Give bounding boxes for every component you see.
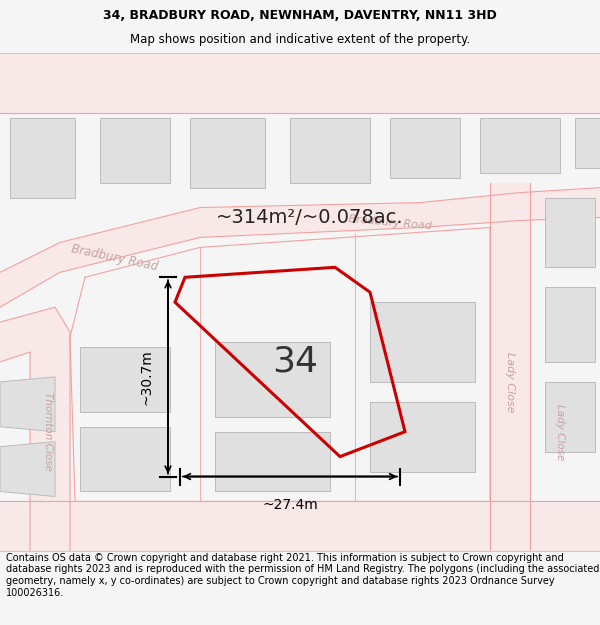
- Polygon shape: [100, 118, 170, 182]
- Polygon shape: [290, 118, 370, 182]
- Polygon shape: [390, 118, 460, 178]
- Polygon shape: [215, 342, 330, 417]
- Text: Bradbury Road: Bradbury Road: [70, 242, 160, 273]
- Polygon shape: [545, 198, 595, 268]
- Polygon shape: [0, 307, 70, 551]
- Polygon shape: [0, 188, 600, 307]
- Text: ~27.4m: ~27.4m: [262, 499, 318, 512]
- Polygon shape: [80, 347, 170, 412]
- Polygon shape: [80, 427, 170, 491]
- Polygon shape: [0, 377, 55, 432]
- Text: Thornton Close: Thornton Close: [43, 392, 53, 471]
- Text: ~314m²/~0.078ac.: ~314m²/~0.078ac.: [216, 208, 404, 227]
- Polygon shape: [370, 302, 475, 382]
- Polygon shape: [490, 182, 530, 551]
- Polygon shape: [190, 118, 265, 188]
- Polygon shape: [480, 118, 560, 172]
- Polygon shape: [370, 402, 475, 471]
- Polygon shape: [0, 53, 600, 113]
- Text: Contains OS data © Crown copyright and database right 2021. This information is : Contains OS data © Crown copyright and d…: [6, 552, 599, 598]
- Text: ~30.7m: ~30.7m: [139, 349, 153, 405]
- Polygon shape: [545, 382, 595, 452]
- Polygon shape: [0, 501, 600, 551]
- Text: Lady Close: Lady Close: [505, 352, 515, 412]
- Text: 34, BRADBURY ROAD, NEWNHAM, DAVENTRY, NN11 3HD: 34, BRADBURY ROAD, NEWNHAM, DAVENTRY, NN…: [103, 9, 497, 22]
- Polygon shape: [10, 118, 75, 198]
- Polygon shape: [575, 118, 600, 168]
- Text: Bradbury Road: Bradbury Road: [348, 214, 432, 231]
- Text: Lady Close: Lady Close: [555, 404, 565, 460]
- Polygon shape: [545, 288, 595, 362]
- Text: 34: 34: [272, 345, 318, 379]
- Polygon shape: [215, 432, 330, 491]
- Polygon shape: [0, 442, 55, 496]
- Text: Map shows position and indicative extent of the property.: Map shows position and indicative extent…: [130, 33, 470, 46]
